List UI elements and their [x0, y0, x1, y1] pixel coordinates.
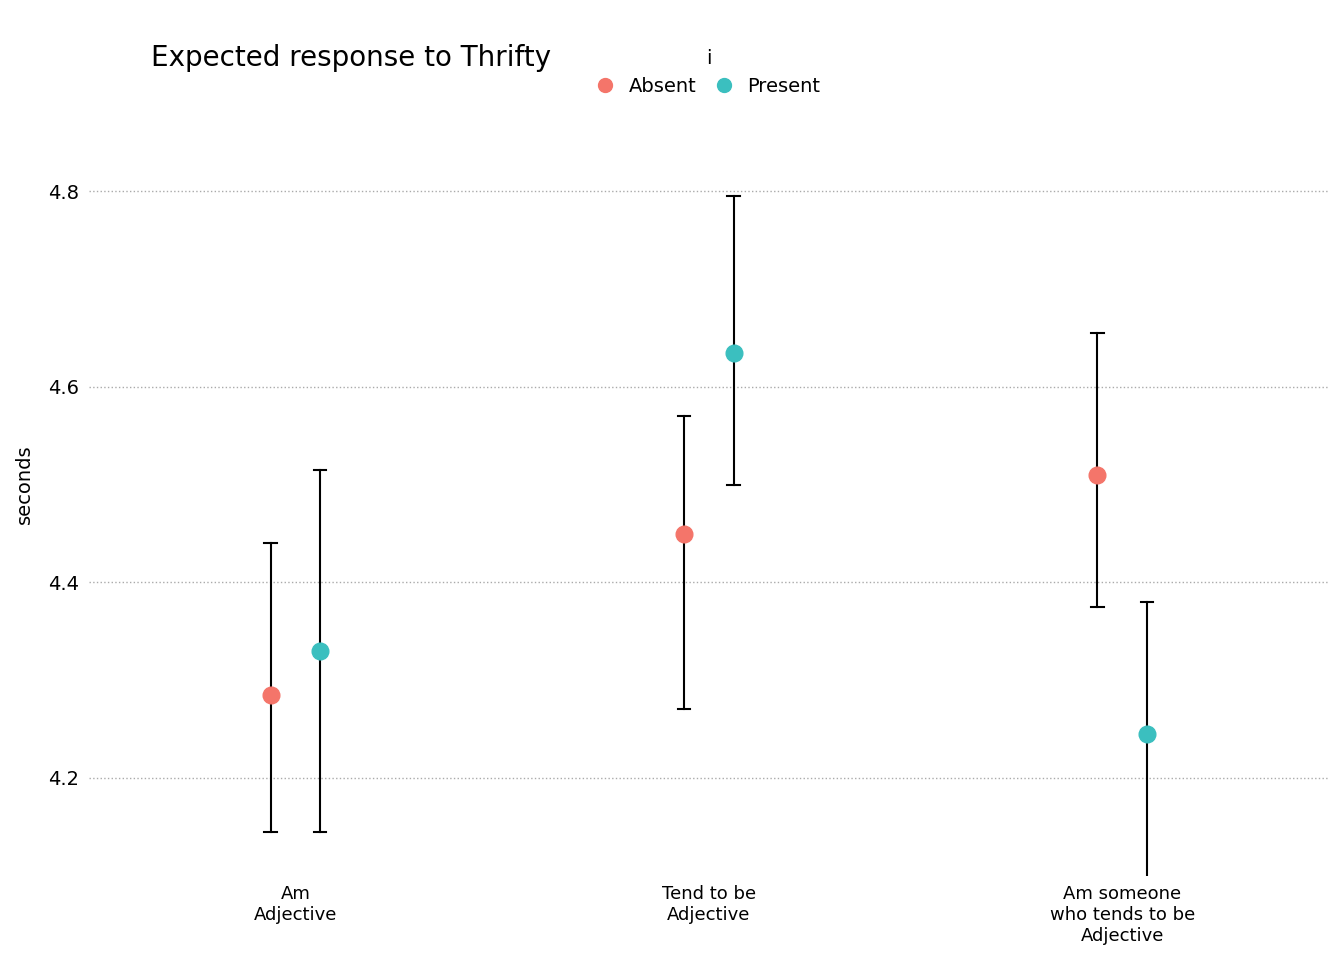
Legend: Absent, Present: Absent, Present	[590, 40, 828, 104]
Y-axis label: seconds: seconds	[15, 444, 34, 524]
Text: Expected response to Thrifty: Expected response to Thrifty	[151, 44, 551, 72]
